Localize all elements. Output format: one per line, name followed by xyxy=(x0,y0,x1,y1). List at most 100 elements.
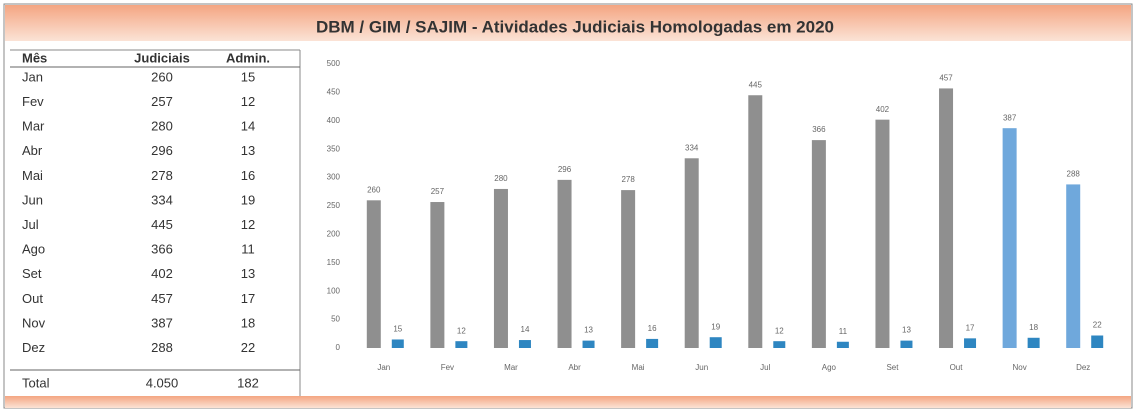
data-label: 445 xyxy=(749,80,763,89)
table-total: 182 xyxy=(237,375,259,390)
table-cell: Out xyxy=(22,291,43,306)
table-cell: 18 xyxy=(241,315,255,330)
table-header: Mês xyxy=(22,50,47,65)
bar xyxy=(1091,335,1104,348)
table-cell: 457 xyxy=(151,291,173,306)
data-label: 15 xyxy=(393,325,402,334)
bar xyxy=(811,140,826,348)
y-tick-label: 300 xyxy=(327,173,341,182)
data-label: 18 xyxy=(1029,323,1038,332)
footer-band xyxy=(5,396,1131,408)
data-label: 366 xyxy=(812,125,826,134)
table-total: 4.050 xyxy=(146,375,179,390)
x-tick-label: Jun xyxy=(695,363,708,372)
y-tick-label: 350 xyxy=(327,144,341,153)
table-cell: 387 xyxy=(151,315,173,330)
bar xyxy=(875,119,890,348)
bar xyxy=(964,338,977,348)
y-tick-label: 50 xyxy=(331,315,340,324)
bar xyxy=(582,340,595,348)
table-cell: Nov xyxy=(22,315,46,330)
bar xyxy=(557,179,572,348)
table-cell: 13 xyxy=(241,266,255,281)
data-label: 16 xyxy=(648,324,657,333)
bar xyxy=(748,95,763,349)
table-cell: Fev xyxy=(22,94,44,109)
x-tick-label: Jan xyxy=(377,363,390,372)
table-cell: Mar xyxy=(22,119,45,134)
title: DBM / GIM / SAJIM - Atividades Judiciais… xyxy=(316,17,834,36)
data-label: 296 xyxy=(558,165,572,174)
y-tick-label: 450 xyxy=(327,88,341,97)
y-tick-label: 200 xyxy=(327,230,341,239)
table-cell: 22 xyxy=(241,340,255,355)
table-cell: 445 xyxy=(151,217,173,232)
table-cell: 278 xyxy=(151,168,173,183)
table-cell: Set xyxy=(22,266,42,281)
table-cell: 11 xyxy=(241,242,255,257)
table-cell: 17 xyxy=(241,291,255,306)
table-cell: 366 xyxy=(151,242,173,257)
bar xyxy=(939,88,954,348)
x-tick-label: Out xyxy=(950,363,964,372)
data-label: 288 xyxy=(1067,170,1081,179)
data-label: 17 xyxy=(966,323,975,332)
bar xyxy=(900,340,913,348)
bar xyxy=(773,341,786,348)
table-cell: 15 xyxy=(241,69,255,84)
table-cell: 14 xyxy=(241,119,255,134)
bar xyxy=(1002,128,1017,348)
data-label: 280 xyxy=(494,174,508,183)
table-cell: 288 xyxy=(151,340,173,355)
y-tick-label: 250 xyxy=(327,201,341,210)
table-cell: 12 xyxy=(241,94,255,109)
x-tick-label: Dez xyxy=(1076,363,1090,372)
x-tick-label: Nov xyxy=(1013,363,1027,372)
data-label: 13 xyxy=(584,326,593,335)
data-label: 13 xyxy=(902,326,911,335)
table-cell: 16 xyxy=(241,168,255,183)
table-cell: 13 xyxy=(241,143,255,158)
data-label: 278 xyxy=(621,175,635,184)
table-header: Admin. xyxy=(226,50,270,65)
y-tick-label: 100 xyxy=(327,286,341,295)
bar xyxy=(455,341,468,348)
table-header: Judiciais xyxy=(134,50,190,65)
bar xyxy=(1066,184,1081,348)
y-tick-label: 400 xyxy=(327,116,341,125)
x-tick-label: Jul xyxy=(760,363,770,372)
table-cell: 19 xyxy=(241,192,255,207)
data-label: 14 xyxy=(521,325,530,334)
table-cell: 334 xyxy=(151,192,173,207)
table-cell: 260 xyxy=(151,69,173,84)
table-cell: Jan xyxy=(22,69,43,84)
data-label: 257 xyxy=(431,187,445,196)
bar xyxy=(646,338,659,348)
table-cell: 296 xyxy=(151,143,173,158)
table-cell: 280 xyxy=(151,119,173,134)
y-tick-label: 150 xyxy=(327,258,341,267)
data-label: 11 xyxy=(839,327,848,336)
table-cell: Ago xyxy=(22,242,45,257)
x-tick-label: Abr xyxy=(568,363,581,372)
bar xyxy=(621,190,636,348)
y-tick-label: 500 xyxy=(327,59,341,68)
x-tick-label: Ago xyxy=(822,363,837,372)
table-cell: Dez xyxy=(22,340,45,355)
table-cell: 257 xyxy=(151,94,173,109)
bar xyxy=(493,188,508,348)
header-band xyxy=(5,5,1131,41)
bar xyxy=(391,339,404,348)
data-label: 12 xyxy=(775,326,784,335)
bar xyxy=(430,202,445,348)
bar xyxy=(1027,337,1040,348)
data-label: 22 xyxy=(1093,321,1102,330)
bar xyxy=(709,337,722,348)
table-cell: Jun xyxy=(22,192,43,207)
table-total: Total xyxy=(22,375,50,390)
x-tick-label: Fev xyxy=(441,363,454,372)
bar xyxy=(684,158,699,348)
x-tick-label: Mar xyxy=(504,363,518,372)
data-label: 260 xyxy=(367,185,381,194)
